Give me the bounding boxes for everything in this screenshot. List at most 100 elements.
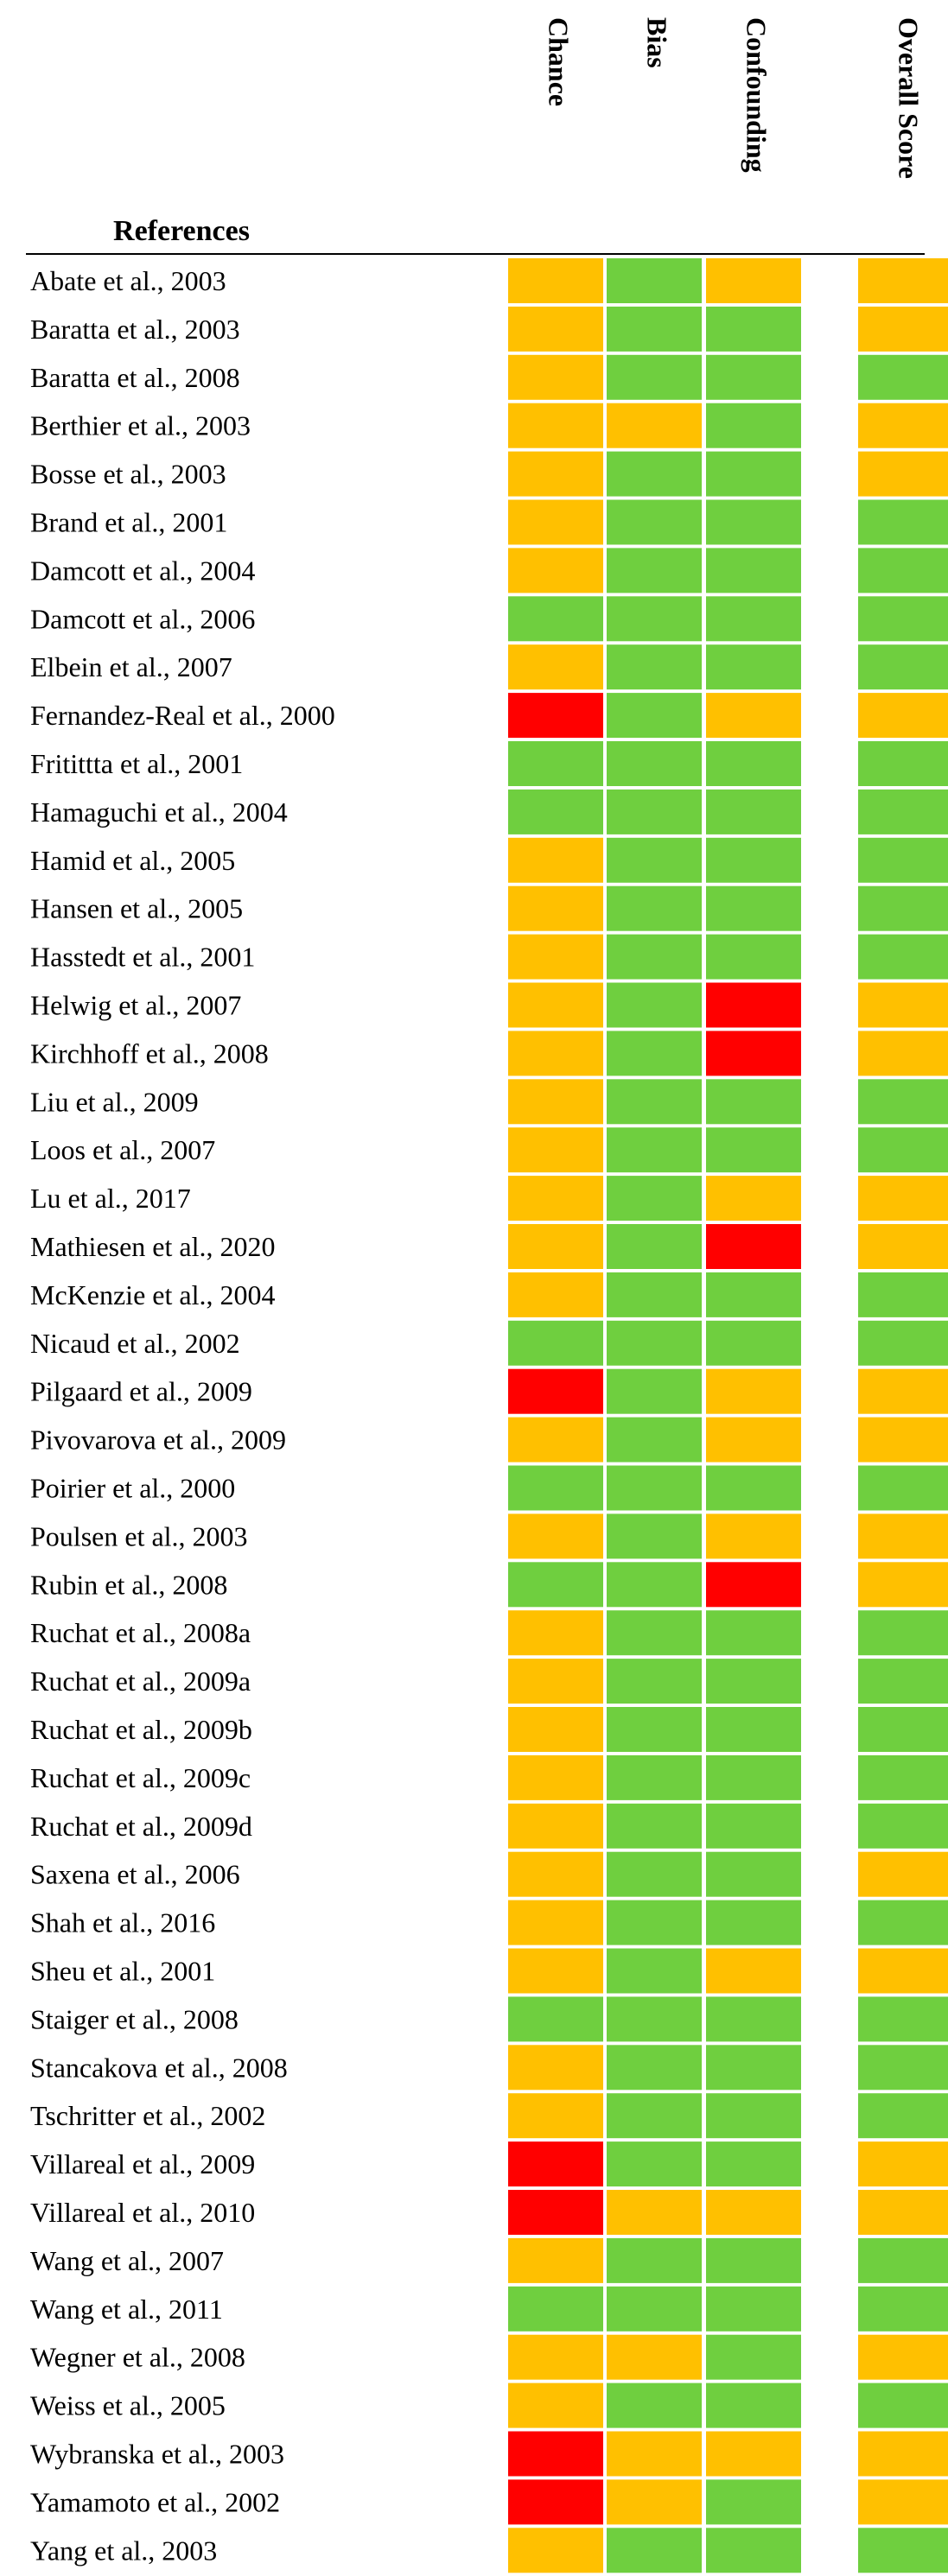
reference-label: Pivovarova et al., 2009	[30, 1424, 286, 1456]
score-cell-bias	[607, 258, 702, 303]
score-cell-chance	[508, 1900, 603, 1945]
score-cell-confounding	[706, 885, 801, 931]
table-row: Yang et al., 2003	[30, 2528, 948, 2573]
score-cell-confounding	[706, 2431, 801, 2477]
score-cell-overall-score	[858, 1513, 948, 1559]
table-row: Rubin et al., 2008	[30, 1562, 948, 1608]
score-cell-chance	[508, 644, 603, 690]
reference-label: Staiger et al., 2008	[30, 2003, 239, 2034]
score-cell-confounding	[706, 354, 801, 400]
score-cell-overall-score	[858, 2093, 948, 2139]
reference-label: Villareal et al., 2010	[30, 2197, 255, 2228]
score-cell-chance	[508, 2045, 603, 2091]
table-row: Bosse et al., 2003	[30, 451, 948, 497]
score-cell-overall-score	[858, 2382, 948, 2428]
score-cell-chance	[508, 1224, 603, 1269]
table-row: Ruchat et al., 2009c	[30, 1754, 948, 1800]
score-cell-bias	[607, 2382, 702, 2428]
table-row: Mathiesen et al., 2020	[30, 1224, 948, 1269]
score-cell-bias	[607, 1851, 702, 1897]
score-cell-overall-score	[858, 1272, 948, 1317]
reference-label: Damcott et al., 2004	[30, 555, 255, 586]
score-cell-chance	[508, 1562, 603, 1608]
table-row: Tschritter et al., 2002	[30, 2093, 948, 2139]
score-cell-overall-score	[858, 934, 948, 980]
table-row: Wang et al., 2007	[30, 2237, 948, 2283]
score-cell-confounding	[706, 1754, 801, 1800]
column-header-bias: Bias	[642, 17, 673, 68]
table-row: Ruchat et al., 2009a	[30, 1659, 948, 1704]
score-cell-overall-score	[858, 693, 948, 739]
reference-label: Wang et al., 2011	[30, 2294, 223, 2325]
score-cell-chance	[508, 982, 603, 1028]
reference-label: Ruchat et al., 2009d	[30, 1811, 252, 1842]
score-cell-overall-score	[858, 2045, 948, 2091]
score-cell-chance	[508, 741, 603, 786]
score-cell-bias	[607, 1610, 702, 1656]
reference-label: Helwig et al., 2007	[30, 990, 241, 1021]
score-cell-confounding	[706, 789, 801, 834]
score-cell-bias	[607, 1127, 702, 1173]
reference-label: Weiss et al., 2005	[30, 2390, 226, 2421]
score-cell-bias	[607, 2141, 702, 2187]
table-row: Shah et al., 2016	[30, 1900, 948, 1945]
reference-label: Pilgaard et al., 2009	[30, 1376, 252, 1407]
table-row: Hasstedt et al., 2001	[30, 934, 948, 980]
score-cell-chance	[508, 1707, 603, 1752]
score-cell-chance	[508, 934, 603, 980]
score-cell-overall-score	[858, 1996, 948, 2042]
score-cell-overall-score	[858, 1176, 948, 1221]
score-cell-bias	[607, 354, 702, 400]
score-cell-overall-score	[858, 741, 948, 786]
score-cell-confounding	[706, 1707, 801, 1752]
score-cell-overall-score	[858, 403, 948, 448]
score-cell-chance	[508, 789, 603, 834]
score-cell-confounding	[706, 1465, 801, 1511]
score-cell-confounding	[706, 596, 801, 642]
score-cell-confounding	[706, 1851, 801, 1897]
score-cell-chance	[508, 354, 603, 400]
score-cell-overall-score	[858, 306, 948, 352]
score-cell-overall-score	[858, 451, 948, 497]
table-row: Ruchat et al., 2009b	[30, 1707, 948, 1752]
score-cell-chance	[508, 2479, 603, 2525]
score-cell-confounding	[706, 982, 801, 1028]
score-cell-bias	[607, 1079, 702, 1125]
score-cell-overall-score	[858, 2334, 948, 2380]
table-row: Berthier et al., 2003	[30, 403, 948, 448]
score-cell-chance	[508, 2431, 603, 2477]
score-cell-bias	[607, 789, 702, 834]
table-row: Yamamoto et al., 2002	[30, 2479, 948, 2525]
score-cell-bias	[607, 644, 702, 690]
table-row: Villareal et al., 2010	[30, 2190, 948, 2235]
reference-label: Sheu et al., 2001	[30, 1956, 215, 1987]
score-cell-chance	[508, 1031, 603, 1076]
score-cell-bias	[607, 1465, 702, 1511]
score-cell-confounding	[706, 1803, 801, 1849]
column-header-chance: Chance	[544, 17, 575, 106]
score-cell-confounding	[706, 1948, 801, 1994]
table-row: Baratta et al., 2008	[30, 354, 948, 400]
score-cell-bias	[607, 2479, 702, 2525]
score-cell-overall-score	[858, 1900, 948, 1945]
score-cell-chance	[508, 2093, 603, 2139]
score-cell-bias	[607, 306, 702, 352]
score-cell-chance	[508, 2286, 603, 2332]
score-cell-overall-score	[858, 982, 948, 1028]
score-cell-chance	[508, 548, 603, 593]
reference-label: Wegner et al., 2008	[30, 2342, 245, 2373]
score-cell-chance	[508, 403, 603, 448]
score-cell-confounding	[706, 1320, 801, 1366]
table-row: Sheu et al., 2001	[30, 1948, 948, 1994]
table-row: Hamaguchi et al., 2004	[30, 789, 948, 834]
score-cell-overall-score	[858, 354, 948, 400]
score-cell-bias	[607, 1996, 702, 2042]
score-cell-confounding	[706, 1176, 801, 1221]
score-cell-confounding	[706, 2045, 801, 2091]
score-cell-confounding	[706, 934, 801, 980]
table-row: Stancakova et al., 2008	[30, 2045, 948, 2091]
score-cell-confounding	[706, 1513, 801, 1559]
score-cell-confounding	[706, 693, 801, 739]
reference-label: Fernandez-Real et al., 2000	[30, 700, 335, 731]
reference-label: Yamamoto et al., 2002	[30, 2486, 280, 2517]
